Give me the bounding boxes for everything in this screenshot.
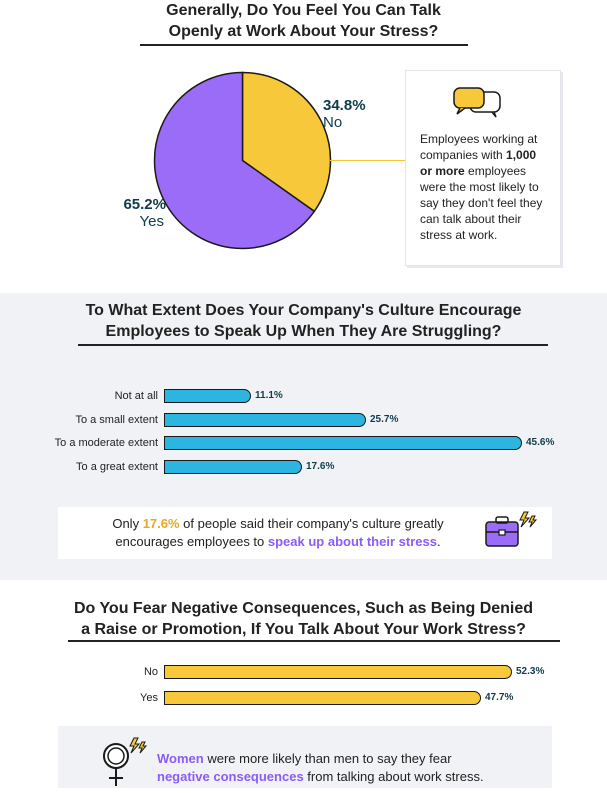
section1-title-line1: Generally, Do You Feel You Can Talk	[166, 2, 441, 19]
section3-title-line2: a Raise or Promotion, If You Talk About …	[81, 621, 526, 638]
pie-chart	[150, 68, 335, 258]
pie-label-yes-category: Yes	[139, 213, 164, 230]
culture-category-label: To a great extent	[76, 460, 158, 473]
pie-label-no: 34.8% No	[323, 97, 366, 131]
section2-title-rule	[78, 344, 548, 346]
pie-label-no-value: 34.8%	[323, 97, 366, 114]
callout-text-bold: 1,000 or more	[420, 148, 537, 178]
section2-title-line2: Employees to Speak Up When They Are Stru…	[105, 323, 502, 340]
consequences-value-label: 52.3%	[516, 666, 545, 677]
consequences-category-label: Yes	[140, 692, 158, 704]
callout-connector	[330, 160, 406, 161]
culture-category-label: To a small extent	[75, 413, 158, 426]
section2-note-text-1: Only	[112, 516, 143, 531]
culture-bar	[164, 389, 251, 403]
section3-title-line1: Do You Fear Negative Consequences, Such …	[73, 600, 534, 617]
culture-category-label: Not at all	[114, 390, 158, 402]
section2-note-text-3: .	[436, 534, 441, 549]
pie-label-no-category: No	[323, 114, 343, 131]
section3-note: Women were more likely than men to say t…	[157, 750, 547, 786]
section3-note-highlight-2: negative consequences	[157, 769, 304, 784]
culture-bar	[164, 436, 522, 450]
section3-note-text-1: were more likely than men to say they fe…	[203, 751, 452, 766]
culture-bar	[164, 412, 366, 427]
consequences-category-label: No	[143, 666, 158, 678]
pie-chart-svg	[153, 71, 332, 250]
section3-note-text-2: from talking about work stress.	[303, 769, 484, 784]
consequences-value-label: 47.7%	[485, 692, 514, 703]
female-symbol-lightning-icon	[98, 736, 154, 793]
consequences-bar	[164, 691, 481, 705]
section2-note-text-2: of people said their company's culture g…	[115, 516, 444, 549]
pie-label-yes: 65.2% Yes	[120, 196, 166, 230]
speech-bubbles-icon	[452, 86, 504, 123]
section1-title-rule	[140, 44, 468, 46]
culture-value-label: 11.1%	[255, 390, 283, 401]
consequences-bar	[164, 665, 512, 679]
section1-title: Generally, Do You Feel You Can Talk Open…	[0, 0, 607, 42]
section3-note-highlight-1: Women	[157, 751, 204, 766]
callout-text-1: Employees working at companies with	[420, 132, 538, 162]
section3-title: Do You Fear Negative Consequences, Such …	[0, 598, 607, 640]
section2-note: Only 17.6% of people said their company'…	[58, 507, 552, 559]
culture-bar	[164, 459, 302, 474]
section2-title-line1: To What Extent Does Your Company's Cultu…	[85, 302, 522, 319]
culture-value-label: 17.6%	[306, 460, 335, 472]
callout-text-2: employees were the most likely to say th…	[420, 164, 543, 242]
section2-note-highlight-2: speak up about their stress	[267, 534, 437, 549]
section2-note-highlight-1: 17.6%	[142, 516, 180, 531]
pie-label-yes-value: 65.2%	[123, 196, 166, 213]
briefcase-lightning-icon	[484, 510, 540, 557]
section2-title: To What Extent Does Your Company's Cultu…	[0, 300, 607, 342]
section3-note-band	[58, 726, 552, 788]
section3-title-rule	[68, 640, 560, 642]
culture-category-label: To a moderate extent	[54, 437, 158, 449]
pie-slice-yes	[153, 71, 316, 250]
section1-title-line2: Openly at Work About Your Stress?	[168, 23, 439, 40]
culture-value-label: 25.7%	[370, 413, 399, 425]
callout-box: Employees working at companies with 1,00…	[405, 70, 561, 266]
culture-value-label: 45.6%	[526, 437, 555, 448]
pie-slice-no	[241, 71, 332, 213]
